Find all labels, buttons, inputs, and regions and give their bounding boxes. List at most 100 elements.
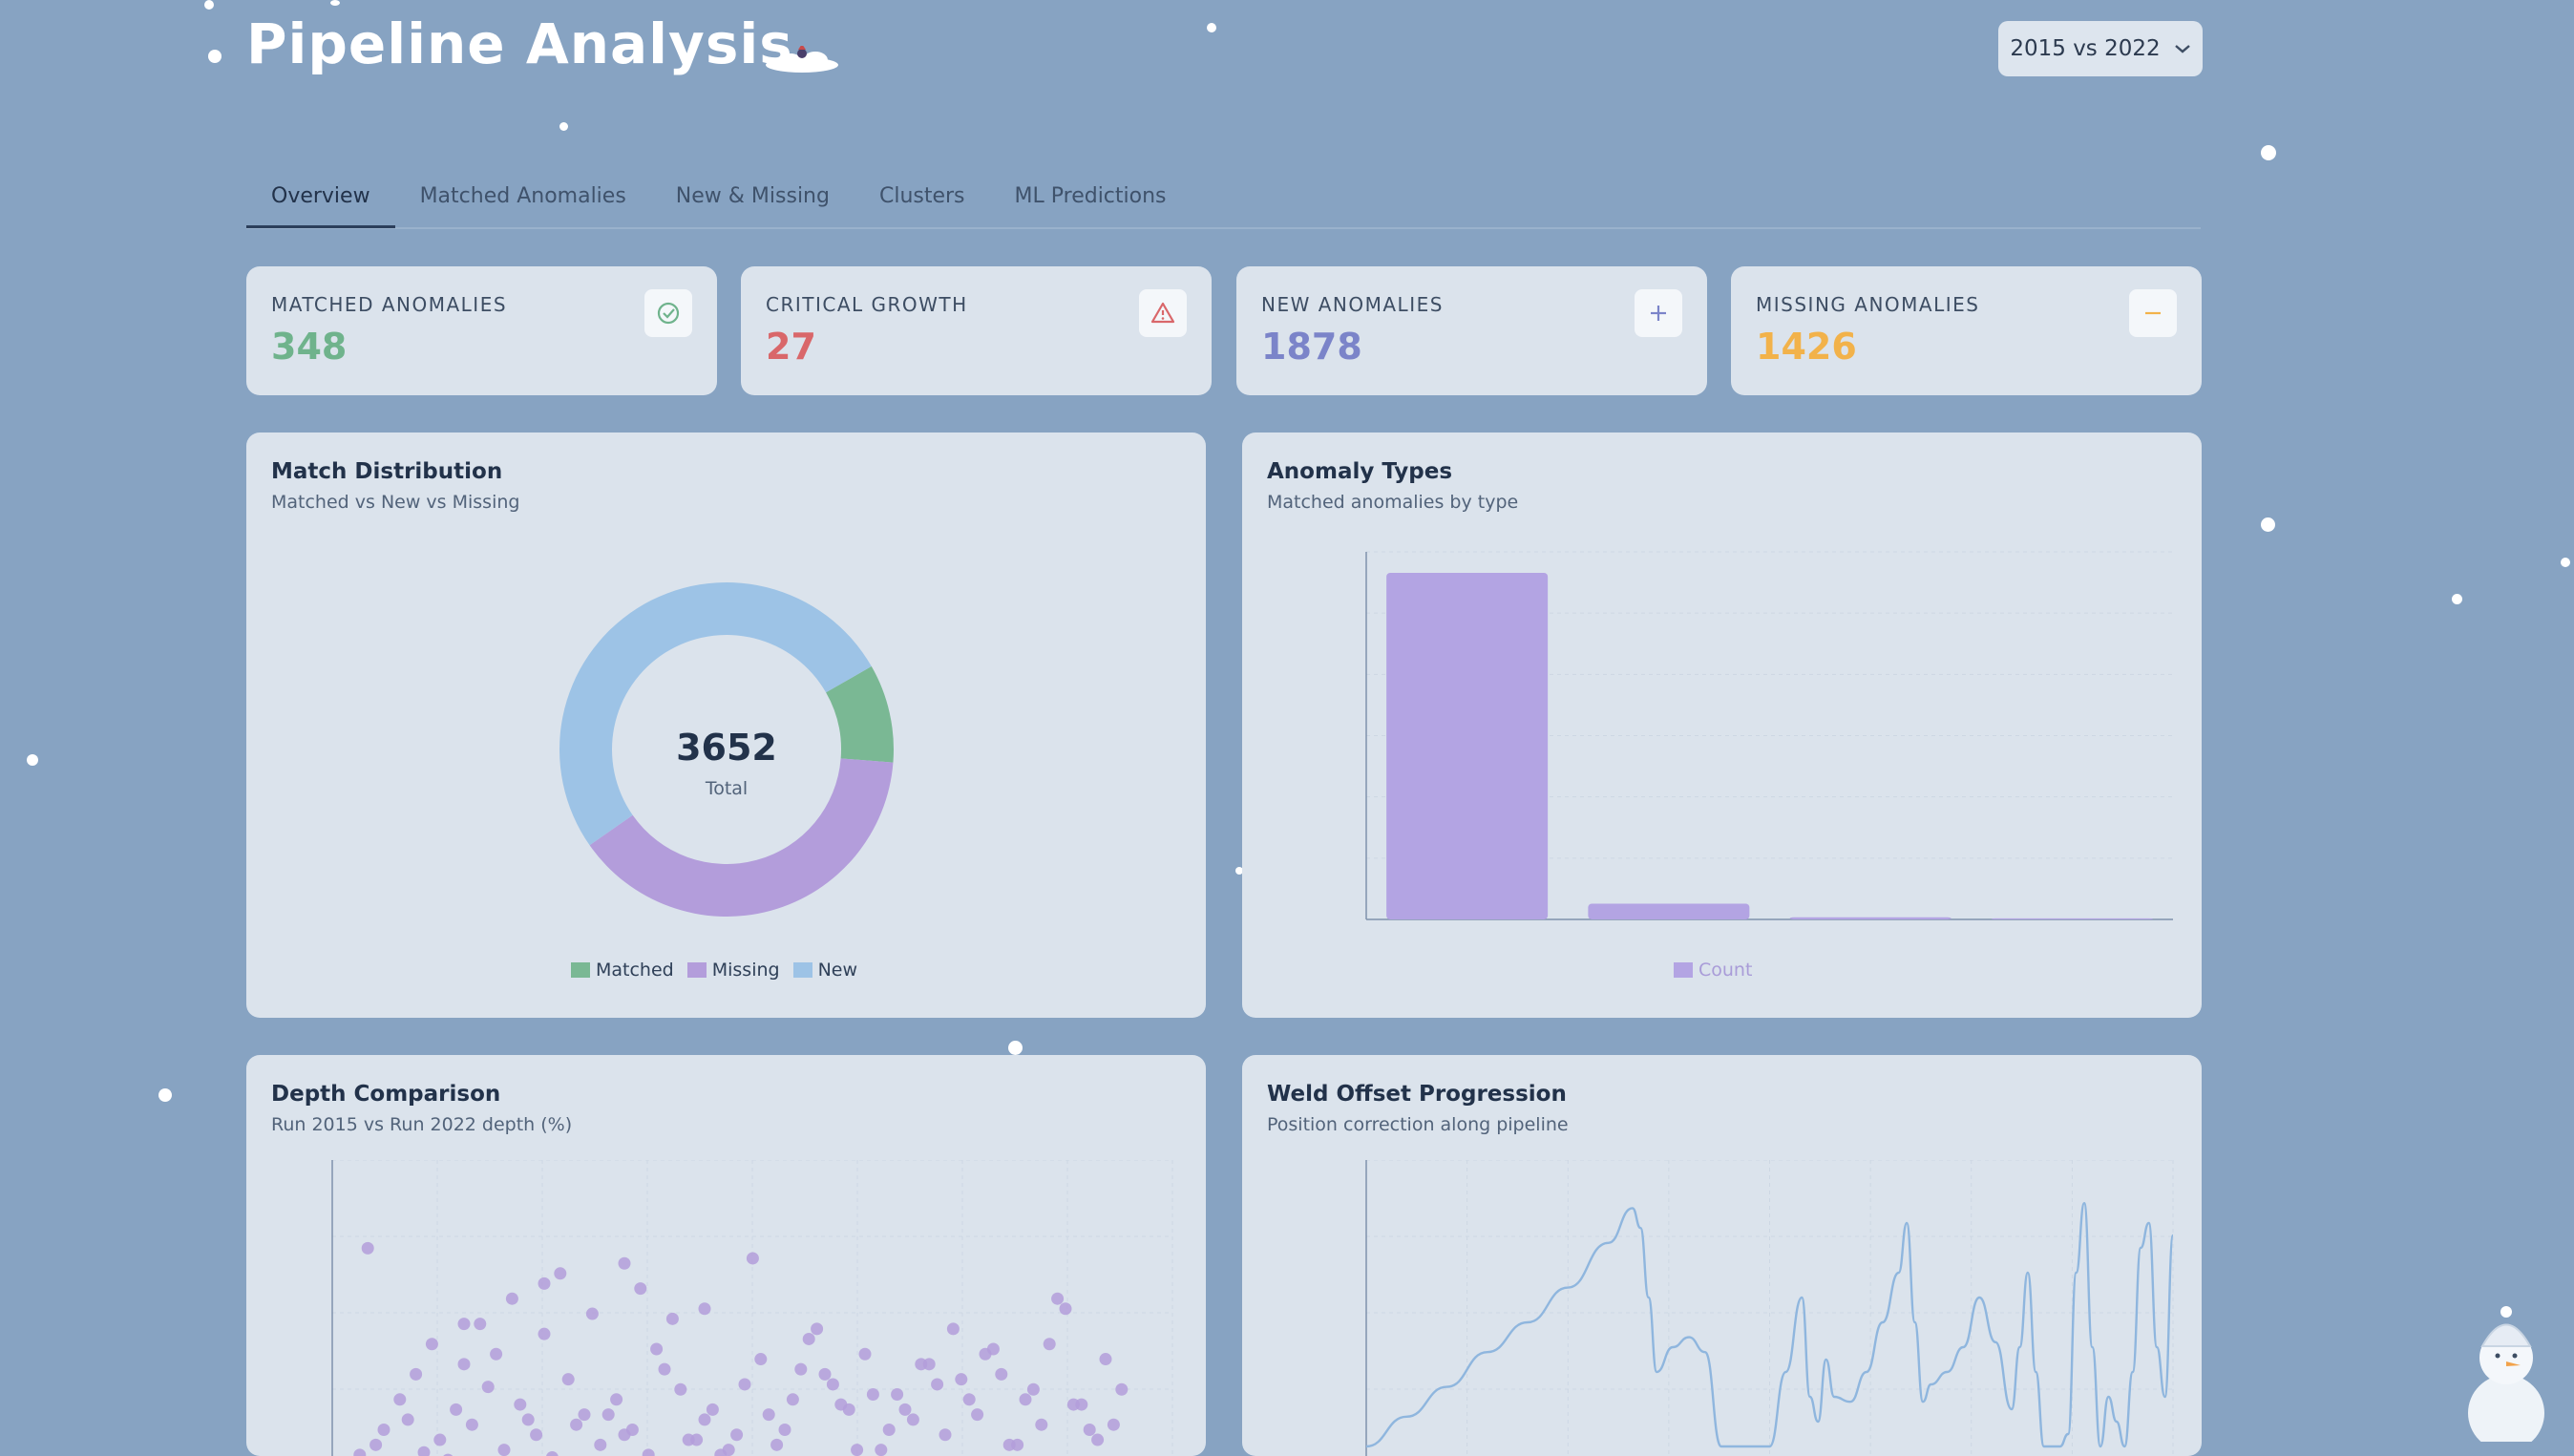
scatter-point[interactable] [762, 1408, 775, 1422]
scatter-point[interactable] [962, 1393, 976, 1406]
scatter-point[interactable] [650, 1342, 664, 1356]
scatter-point[interactable] [578, 1408, 591, 1422]
scatter-point[interactable] [585, 1307, 599, 1320]
legend-item-count[interactable]: Count [1674, 960, 1752, 981]
scatter-point[interactable] [891, 1388, 904, 1402]
scatter-point[interactable] [546, 1451, 559, 1456]
tab-matched-anomalies[interactable]: Matched Anomalies [419, 184, 626, 208]
scatter-point[interactable] [698, 1302, 711, 1316]
scatter-point[interactable] [457, 1318, 471, 1331]
scatter-point[interactable] [538, 1327, 551, 1340]
tab-clusters[interactable]: Clusters [878, 184, 965, 208]
scatter-point[interactable] [658, 1362, 671, 1376]
scatter-point[interactable] [570, 1418, 583, 1431]
bar-0[interactable] [1386, 573, 1549, 919]
bar-1[interactable] [1588, 903, 1750, 920]
scatter-point[interactable] [1002, 1438, 1016, 1451]
scatter-point[interactable] [698, 1413, 711, 1426]
scatter-point[interactable] [955, 1373, 968, 1386]
bar-2[interactable] [1789, 917, 1952, 919]
scatter-point[interactable] [818, 1367, 832, 1381]
scatter-point[interactable] [946, 1322, 960, 1336]
scatter-point[interactable] [746, 1252, 759, 1265]
scatter-point[interactable] [842, 1403, 855, 1416]
scatter-point[interactable] [1083, 1423, 1096, 1436]
scatter-point[interactable] [682, 1433, 695, 1446]
scatter-point[interactable] [866, 1388, 879, 1402]
scatter-point[interactable] [906, 1413, 919, 1426]
scatter-point[interactable] [1026, 1382, 1040, 1396]
scatter-point[interactable] [1059, 1302, 1072, 1316]
scatter-point[interactable] [706, 1403, 719, 1416]
scatter-point[interactable] [931, 1378, 944, 1391]
bar-3[interactable] [1991, 918, 2153, 919]
scatter-point[interactable] [474, 1318, 487, 1331]
scatter-point[interactable] [738, 1378, 751, 1391]
donut-slice-new[interactable] [559, 582, 872, 846]
scatter-point[interactable] [1091, 1433, 1105, 1446]
scatter-point[interactable] [882, 1423, 896, 1436]
scatter-point[interactable] [898, 1403, 912, 1416]
scatter-point[interactable] [802, 1332, 815, 1345]
scatter-point[interactable] [778, 1423, 791, 1436]
donut-slice-missing[interactable] [589, 758, 894, 917]
scatter-point[interactable] [401, 1413, 414, 1426]
scatter-point[interactable] [554, 1267, 567, 1280]
scatter-point[interactable] [425, 1338, 438, 1351]
scatter-point[interactable] [1035, 1418, 1048, 1431]
scatter-point[interactable] [618, 1256, 631, 1270]
scatter-point[interactable] [1051, 1292, 1065, 1305]
tab-new-missing[interactable]: New & Missing [675, 184, 830, 208]
scatter-point[interactable] [353, 1448, 367, 1456]
scatter-point[interactable] [490, 1347, 503, 1361]
scatter-point[interactable] [858, 1347, 872, 1361]
scatter-point[interactable] [530, 1428, 543, 1442]
scatter-point[interactable] [665, 1312, 679, 1325]
legend-item-matched[interactable]: Matched [571, 960, 674, 981]
comparison-select[interactable]: 2015 vs 2022 [1998, 21, 2203, 76]
scatter-point[interactable] [393, 1393, 407, 1406]
scatter-point[interactable] [986, 1342, 1000, 1356]
scatter-point[interactable] [417, 1445, 431, 1456]
scatter-point[interactable] [939, 1428, 952, 1442]
scatter-point[interactable] [642, 1448, 655, 1456]
scatter-point[interactable] [594, 1438, 607, 1451]
scatter-point[interactable] [561, 1373, 575, 1386]
scatter-point[interactable] [794, 1362, 808, 1376]
scatter-point[interactable] [465, 1418, 478, 1431]
scatter-point[interactable] [875, 1444, 888, 1456]
scatter-point[interactable] [410, 1367, 423, 1381]
scatter-point[interactable] [457, 1358, 471, 1371]
scatter-point[interactable] [521, 1413, 535, 1426]
scatter-point[interactable] [1107, 1418, 1120, 1431]
legend-item-missing[interactable]: Missing [686, 960, 780, 981]
scatter-point[interactable] [1099, 1353, 1112, 1366]
scatter-point[interactable] [497, 1444, 511, 1456]
scatter-point[interactable] [634, 1282, 647, 1296]
scatter-point[interactable] [971, 1408, 984, 1422]
scatter-point[interactable] [674, 1382, 687, 1396]
tab-overview[interactable]: Overview [246, 178, 395, 228]
scatter-point[interactable] [1115, 1382, 1129, 1396]
donut-slice-matched[interactable] [826, 665, 894, 763]
tab-ml-predictions[interactable]: ML Predictions [1014, 184, 1167, 208]
legend-item-new[interactable]: New [792, 960, 857, 981]
scatter-point[interactable] [618, 1428, 631, 1442]
scatter-point[interactable] [538, 1277, 551, 1290]
scatter-point[interactable] [514, 1398, 527, 1411]
scatter-point[interactable] [730, 1428, 744, 1442]
scatter-point[interactable] [995, 1367, 1008, 1381]
scatter-point[interactable] [754, 1353, 768, 1366]
scatter-point[interactable] [851, 1444, 864, 1456]
scatter-point[interactable] [1066, 1398, 1080, 1411]
scatter-point[interactable] [1043, 1338, 1056, 1351]
scatter-point[interactable] [610, 1393, 623, 1406]
scatter-point[interactable] [770, 1438, 784, 1451]
scatter-point[interactable] [826, 1378, 839, 1391]
scatter-point[interactable] [450, 1403, 463, 1416]
scatter-point[interactable] [505, 1292, 518, 1305]
scatter-point[interactable] [361, 1241, 374, 1255]
scatter-point[interactable] [811, 1322, 824, 1336]
scatter-point[interactable] [377, 1423, 390, 1436]
scatter-point[interactable] [786, 1393, 799, 1406]
